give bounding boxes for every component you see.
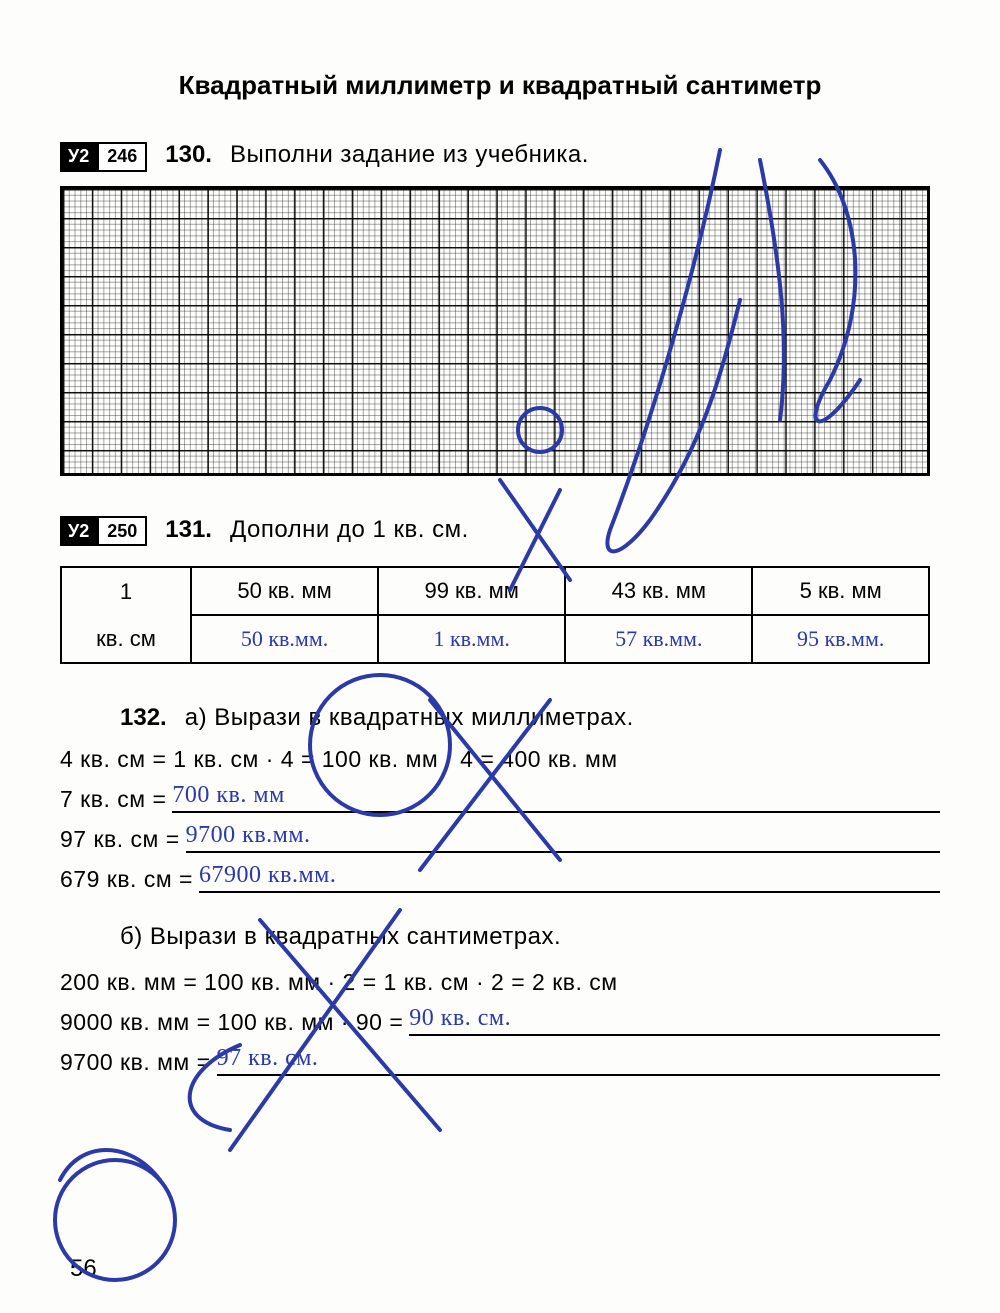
- answer-cell: 57 кв.мм.: [565, 615, 752, 663]
- prefix: 679 кв. см =: [60, 866, 193, 893]
- badge-right: 246: [97, 142, 147, 172]
- ex130-badge: У2 246: [60, 142, 147, 172]
- ex131-badge: У2 250: [60, 516, 147, 546]
- prefix: 97 кв. см =: [60, 826, 180, 853]
- answer-cell: 50 кв.мм.: [191, 615, 378, 663]
- answer-blank: 90 кв. см.: [409, 1004, 940, 1036]
- handwritten-answer: 90 кв. см.: [409, 1005, 511, 1031]
- ex132a-line3: 97 кв. см = 9700 кв.мм.: [60, 821, 940, 853]
- ex132b-line1: 200 кв. мм = 100 кв. мм · 2 = 1 кв. см ·…: [60, 969, 940, 996]
- ex131-number: 131.: [165, 516, 212, 544]
- ex132: 132. а) Вырази в квадратных миллиметрах.…: [60, 704, 940, 1076]
- answer-blank: 9700 кв.мм.: [186, 821, 940, 853]
- ex132b-line3: 9700 кв. мм = 97 кв. см.: [60, 1044, 940, 1076]
- ex132-part-b-label: б) Вырази в квадратных сантиметрах.: [120, 923, 940, 951]
- table-header: 99 кв. мм: [378, 567, 565, 615]
- ex131-header: У2 250 131. Дополни до 1 кв. см.: [60, 516, 940, 547]
- ex132a-line1: 4 кв. см = 1 кв. см · 4 = 100 кв. мм · 4…: [60, 746, 940, 773]
- ex130-number: 130.: [165, 141, 212, 169]
- prefix: 9000 кв. мм = 100 кв. мм · 90 =: [60, 1009, 403, 1036]
- table-header: 43 кв. мм: [565, 567, 752, 615]
- page-title: Квадратный миллиметр и квадратный сантим…: [60, 70, 940, 101]
- unit-cell-top: 1: [61, 567, 191, 615]
- table-header: 50 кв. мм: [191, 567, 378, 615]
- prefix: 7 кв. см =: [60, 786, 166, 813]
- table-header: 5 кв. мм: [752, 567, 929, 615]
- workbook-page: Квадратный миллиметр и квадратный сантим…: [0, 0, 1000, 1313]
- page-number: 56: [70, 1255, 97, 1283]
- answer-blank: 97 кв. см.: [217, 1044, 940, 1076]
- ex132-header: 132. а) Вырази в квадратных миллиметрах.: [120, 704, 940, 732]
- badge-left: У2: [60, 142, 97, 172]
- prefix: 9700 кв. мм =: [60, 1049, 211, 1076]
- ex132b-line2: 9000 кв. мм = 100 кв. мм · 90 = 90 кв. с…: [60, 1004, 940, 1036]
- ex131-table: 1 50 кв. мм 99 кв. мм 43 кв. мм 5 кв. мм…: [60, 566, 930, 664]
- handwritten-answer: 67900 кв.мм.: [199, 862, 336, 888]
- answer-cell: 95 кв.мм.: [752, 615, 929, 663]
- handwritten-answer: 97 кв. см.: [217, 1045, 319, 1071]
- ex132-number: 132.: [120, 704, 167, 732]
- ex132a-line2: 7 кв. см = 700 кв. мм: [60, 781, 940, 813]
- table-row: кв. см 50 кв.мм. 1 кв.мм. 57 кв.мм. 95 к…: [61, 615, 929, 663]
- badge-right: 250: [97, 516, 147, 546]
- handwritten-answer: 9700 кв.мм.: [186, 822, 311, 848]
- answer-blank: 67900 кв.мм.: [199, 861, 940, 893]
- badge-left: У2: [60, 516, 97, 546]
- ex130-header: У2 246 130. Выполни задание из учебника.: [60, 141, 940, 172]
- ex132a-line4: 679 кв. см = 67900 кв.мм.: [60, 861, 940, 893]
- answer-blank: 700 кв. мм: [172, 781, 940, 813]
- ex130-text: Выполни задание из учебника.: [230, 141, 589, 169]
- ex132-part-a-label: а) Вырази в квадратных миллиметрах.: [185, 704, 634, 732]
- table-row: 1 50 кв. мм 99 кв. мм 43 кв. мм 5 кв. мм: [61, 567, 929, 615]
- millimeter-grid: [60, 186, 930, 476]
- ex131-text: Дополни до 1 кв. см.: [230, 516, 469, 544]
- answer-cell: 1 кв.мм.: [378, 615, 565, 663]
- unit-cell-bottom: кв. см: [61, 615, 191, 663]
- handwritten-answer: 700 кв. мм: [172, 782, 284, 808]
